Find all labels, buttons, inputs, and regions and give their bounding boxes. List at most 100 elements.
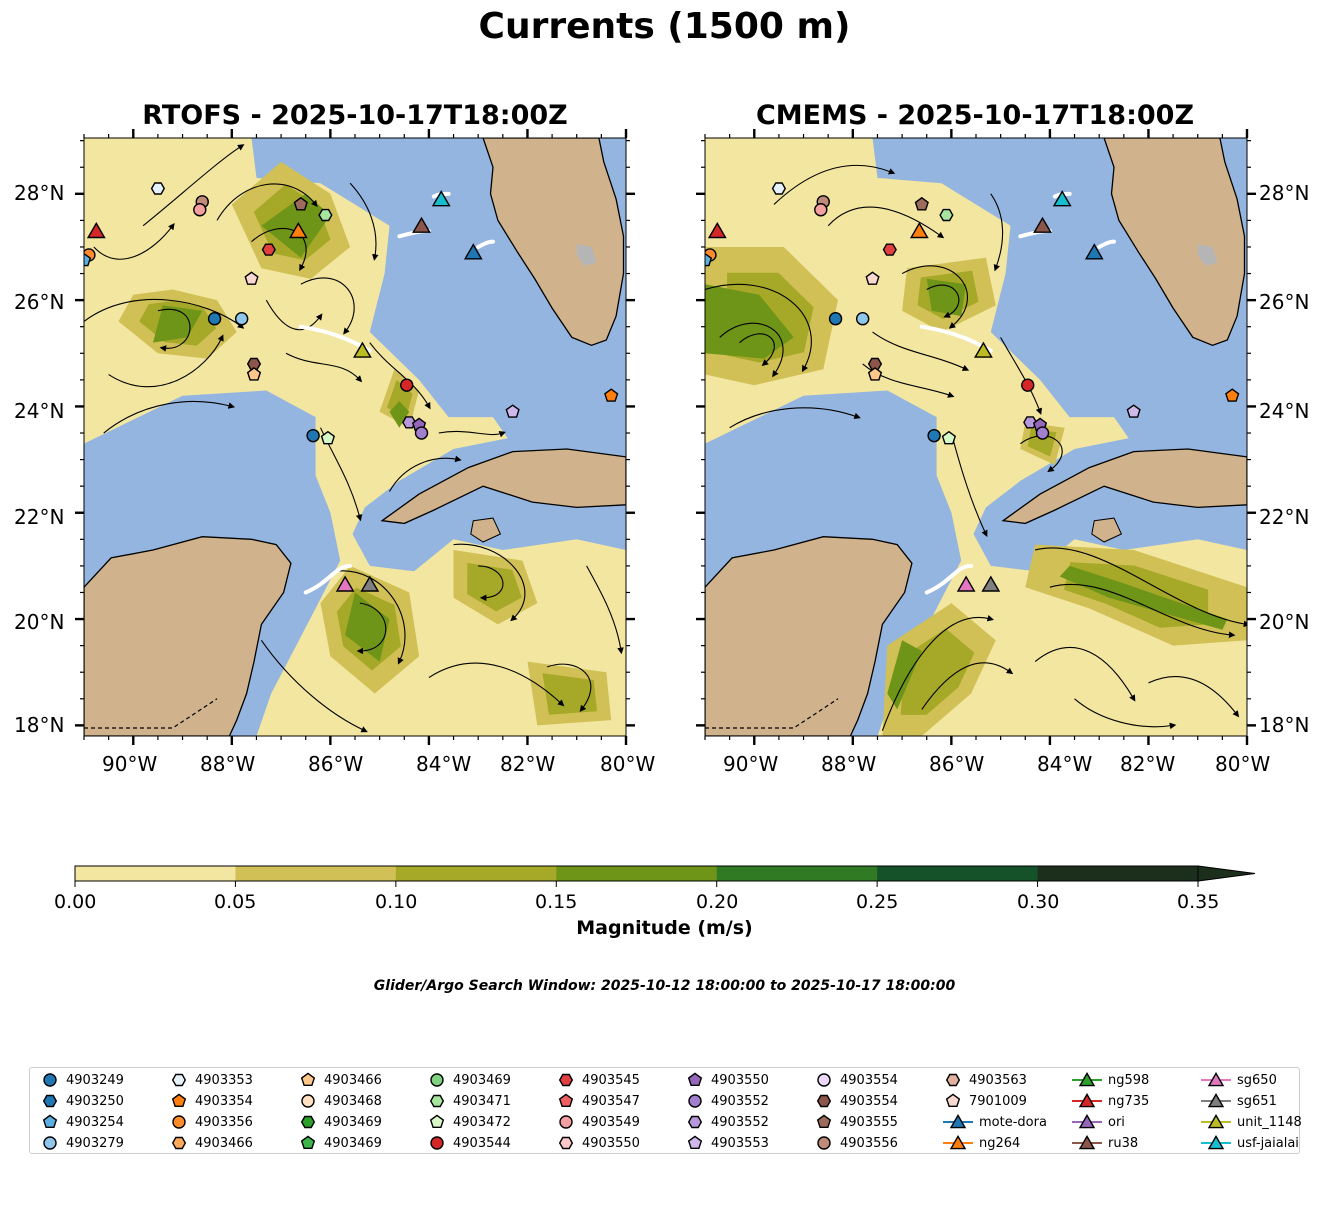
legend-swatch <box>943 1113 973 1129</box>
legend-triangle-marker <box>1078 1092 1096 1108</box>
obs-marker-4903279 <box>855 312 870 326</box>
legend: 4903249 4903250 4903254 4903279 4903353 49033… <box>29 1067 1302 1154</box>
streamline <box>157 308 191 352</box>
legend-item: 4903550 <box>556 1133 640 1153</box>
legend-item: 4903466 <box>298 1070 382 1090</box>
colorbar-segment <box>716 866 878 881</box>
speed-zone-strong <box>261 193 331 258</box>
streamline <box>349 182 379 261</box>
map-frames <box>75 129 1256 745</box>
legend-label: usf-jaialai <box>1237 1135 1299 1151</box>
legend-label: ng735 <box>1108 1093 1150 1109</box>
obs-marker-4903249 <box>927 428 941 443</box>
streamline <box>93 223 175 260</box>
legend-swatch <box>300 1135 316 1150</box>
legend-swatch <box>688 1094 702 1108</box>
legend-label: sg650 <box>1237 1072 1277 1088</box>
obs-marker-unit_1148 <box>973 341 993 358</box>
legend-label: 4903250 <box>66 1093 124 1109</box>
legend-item: 4903552 <box>685 1091 769 1111</box>
yucatan-landmass <box>705 536 913 736</box>
legend-circle-marker <box>688 1094 702 1108</box>
glider-track <box>924 563 974 595</box>
isle-of-youth <box>1091 517 1123 543</box>
legend-swatch <box>943 1134 973 1150</box>
isle-of-youth <box>470 517 502 543</box>
legend-hexagon-marker <box>171 1136 187 1150</box>
legend-label: ng264 <box>979 1135 1021 1151</box>
obs-marker-4903553 <box>1126 404 1141 418</box>
obs-marker-4903549 <box>193 203 207 217</box>
colorbar-title: Magnitude (m/s) <box>576 917 753 939</box>
legend-item: 4903472 <box>427 1112 511 1132</box>
legend-hexagon-marker <box>171 1073 187 1087</box>
figure-title: Currents (1500 m) <box>478 6 851 47</box>
legend-swatch <box>43 1073 57 1087</box>
colorbar-tick-label: 0.05 <box>214 891 257 913</box>
florida-landmass <box>482 138 625 346</box>
legend-label: ru38 <box>1108 1135 1139 1151</box>
yucatan-landmass <box>84 536 292 736</box>
obs-marker-sg650 <box>956 575 976 592</box>
legend-label: 4903552 <box>711 1114 769 1130</box>
speed-zone-strong <box>153 305 203 343</box>
legend-label: 4903353 <box>195 1072 253 1088</box>
legend-swatch <box>301 1094 315 1108</box>
legend-label: 4903356 <box>195 1114 253 1130</box>
legend-swatch <box>429 1094 445 1108</box>
legend-pentagon-marker <box>687 1072 703 1087</box>
legend-swatch <box>558 1093 574 1108</box>
legend-item: 4903552 <box>685 1112 769 1132</box>
legend-swatch <box>816 1114 832 1129</box>
legend-label: 4903547 <box>582 1093 640 1109</box>
legend-circle-marker <box>43 1136 57 1150</box>
legend-item: 4903353 <box>169 1070 253 1090</box>
streamline <box>739 333 775 367</box>
legend-swatch <box>817 1073 831 1087</box>
colorbar <box>74 865 1256 887</box>
streamline <box>300 277 355 335</box>
streamline <box>389 455 462 492</box>
streamline <box>926 284 960 318</box>
legend-item: 4903469 <box>298 1112 382 1132</box>
legend-circle-marker <box>559 1115 573 1129</box>
legend-label: 4903254 <box>66 1114 124 1130</box>
lat-tick-label: 24°N <box>14 399 65 423</box>
legend-circle-marker <box>301 1094 315 1108</box>
speed-zone-strong <box>345 592 390 662</box>
legend-swatch <box>817 1136 831 1150</box>
legend-swatch <box>171 1093 187 1108</box>
speed-zone-strong <box>389 401 410 428</box>
streamline <box>901 265 968 329</box>
obs-marker-ru38 <box>1033 216 1052 233</box>
legend-label: 4903472 <box>453 1114 511 1130</box>
legend-label: 4903555 <box>840 1114 898 1130</box>
streamline <box>705 283 812 373</box>
legend-item: 4903550 <box>685 1070 769 1090</box>
legend-pentagon-marker <box>945 1093 961 1108</box>
legend-swatch <box>43 1136 57 1150</box>
streamline <box>260 640 368 733</box>
lon-tick-label: 90°W <box>102 752 158 776</box>
legend-item: 4903554 <box>814 1070 898 1090</box>
legend-label: 4903466 <box>324 1072 382 1088</box>
obs-marker-ng264 <box>909 222 929 239</box>
legend-item: 4903547 <box>556 1091 640 1111</box>
streamline <box>881 615 994 731</box>
legend-label: 4903545 <box>582 1072 640 1088</box>
speed-zone-strong <box>1059 565 1228 630</box>
legend-swatch <box>300 1072 316 1087</box>
streamline <box>265 299 323 331</box>
legend-triangle-marker <box>1078 1113 1096 1129</box>
obs-marker-4903552 <box>402 416 417 429</box>
obs-marker-7901009 <box>865 271 880 285</box>
legend-item: 4903468 <box>298 1091 382 1111</box>
obs-marker-4903249 <box>828 312 843 326</box>
legend-pentagon-marker <box>300 1072 316 1087</box>
speed-zone-high <box>1027 428 1057 457</box>
legend-swatch <box>171 1073 187 1087</box>
legend-label: 4903554 <box>840 1072 898 1088</box>
obs-marker-ru38 <box>412 216 431 233</box>
obs-marker-4903544 <box>400 378 414 392</box>
colorbar-tick-label: 0.00 <box>54 891 97 913</box>
